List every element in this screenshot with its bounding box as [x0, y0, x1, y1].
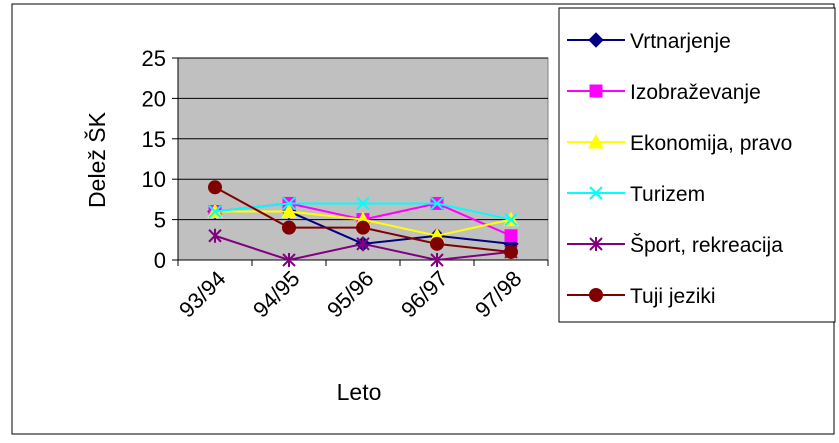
x-axis-title: Leto	[337, 379, 382, 405]
legend-item: Šport, rekreacija	[567, 234, 783, 257]
legend-marker	[589, 288, 603, 302]
legend-label: Turizem	[630, 183, 705, 206]
legend-marker	[588, 32, 604, 48]
data-point	[356, 196, 370, 211]
data-point	[430, 236, 444, 251]
data-point	[282, 196, 296, 211]
legend-label: Ekonomija, pravo	[630, 132, 792, 155]
y-tick-label: 5	[154, 208, 166, 233]
legend-item: Tuji jeziki	[567, 285, 716, 308]
data-point	[208, 228, 222, 243]
legend-item: Izobraževanje	[567, 81, 761, 104]
legend-label: Izobraževanje	[630, 81, 761, 104]
legend-label: Tuji jeziki	[630, 285, 716, 308]
y-axis-title: Delež ŠK	[83, 111, 110, 208]
y-tick-label: 20	[142, 86, 166, 111]
series-3	[208, 196, 518, 227]
y-tick-label: 0	[154, 248, 166, 273]
legend-marker	[589, 186, 603, 200]
series-group	[207, 180, 519, 267]
data-point	[504, 244, 518, 259]
data-point	[430, 253, 444, 267]
data-point	[208, 204, 222, 219]
data-point	[282, 253, 296, 267]
data-point	[281, 203, 297, 219]
data-point	[356, 236, 370, 251]
data-point	[282, 220, 296, 235]
legend-item: Ekonomija, pravo	[567, 132, 792, 155]
legend-marker	[589, 237, 603, 251]
legend-box	[558, 7, 836, 323]
gridlines	[178, 57, 548, 221]
data-point	[504, 229, 518, 243]
legend-label: Šport, rekreacija	[630, 234, 783, 257]
data-point	[504, 212, 518, 227]
legend-label: Vrtnarjenje	[630, 30, 731, 53]
data-point	[430, 196, 444, 211]
legend-marker	[589, 84, 603, 98]
legend: Vrtnarjenje Izobraževanje Ekonomija, pravo…	[567, 30, 792, 308]
series-5	[208, 180, 518, 259]
legend-marker	[588, 133, 604, 149]
y-tick-label: 25	[142, 46, 166, 71]
data-point	[356, 220, 370, 235]
legend-item: Turizem	[567, 183, 705, 206]
y-tick-label: 15	[142, 127, 166, 152]
y-tick-label: 10	[142, 167, 166, 192]
legend-item: Vrtnarjenje	[567, 30, 731, 53]
data-point	[208, 180, 222, 195]
